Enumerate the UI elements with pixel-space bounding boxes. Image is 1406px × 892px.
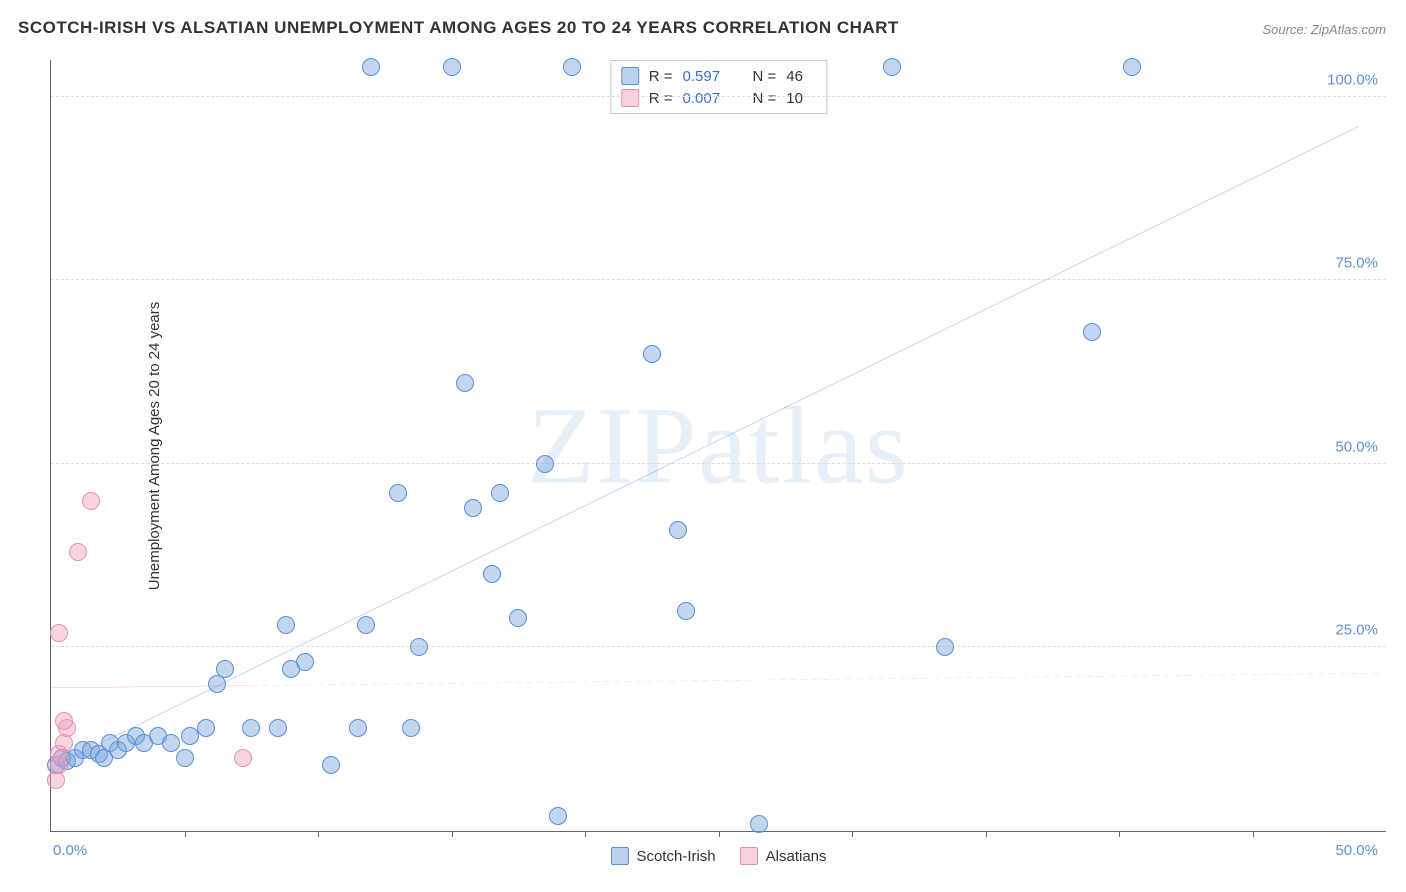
n-label: N =: [753, 68, 777, 85]
correlation-legend: R = 0.597 N = 46 R = 0.007 N = 10: [610, 60, 828, 114]
data-point: [389, 484, 407, 502]
data-point: [643, 345, 661, 363]
x-tick: [852, 831, 853, 837]
n-label: N =: [753, 90, 777, 107]
x-tick: [185, 831, 186, 837]
legend-item-alsatians: Alsatians: [740, 847, 827, 865]
data-point: [349, 719, 367, 737]
data-point: [456, 374, 474, 392]
data-point: [750, 815, 768, 833]
data-point: [483, 565, 501, 583]
data-point: [362, 58, 380, 76]
data-point: [464, 499, 482, 517]
source-label: Source: ZipAtlas.com: [1262, 22, 1386, 37]
data-point: [50, 624, 68, 642]
n-value-scotch-irish: 46: [786, 68, 816, 85]
data-point: [197, 719, 215, 737]
n-value-alsatians: 10: [786, 90, 816, 107]
data-point: [536, 455, 554, 473]
swatch-blue-icon: [621, 67, 639, 85]
data-point: [669, 521, 687, 539]
x-tick: [1253, 831, 1254, 837]
data-point: [242, 719, 260, 737]
x-tick: [1119, 831, 1120, 837]
x-tick-min: 0.0%: [53, 842, 87, 859]
data-point: [357, 616, 375, 634]
data-point: [1123, 58, 1141, 76]
data-point: [55, 712, 73, 730]
chart-title: SCOTCH-IRISH VS ALSATIAN UNEMPLOYMENT AM…: [18, 18, 899, 38]
legend-item-scotch-irish: Scotch-Irish: [610, 847, 715, 865]
data-point: [234, 749, 252, 767]
swatch-pink-icon: [740, 847, 758, 865]
x-tick: [719, 831, 720, 837]
r-label: R =: [649, 90, 673, 107]
swatch-blue-icon: [610, 847, 628, 865]
data-point: [443, 58, 461, 76]
gridline-h: [51, 279, 1386, 280]
r-label: R =: [649, 68, 673, 85]
x-tick: [986, 831, 987, 837]
data-point: [491, 484, 509, 502]
data-point: [677, 602, 695, 620]
data-point: [563, 58, 581, 76]
legend-label-scotch-irish: Scotch-Irish: [636, 848, 715, 865]
series-legend: Scotch-Irish Alsatians: [610, 847, 826, 865]
r-value-scotch-irish: 0.597: [683, 68, 733, 85]
plot-area: ZIPatlas R = 0.597 N = 46 R = 0.007 N = …: [50, 60, 1386, 832]
y-tick-label: 50.0%: [1335, 438, 1378, 455]
data-point: [402, 719, 420, 737]
data-point: [176, 749, 194, 767]
gridline-h: [51, 96, 1386, 97]
trend-lines: [51, 60, 1386, 831]
data-point: [269, 719, 287, 737]
y-tick-label: 100.0%: [1327, 71, 1378, 88]
data-point: [162, 734, 180, 752]
data-point: [322, 756, 340, 774]
legend-row-scotch-irish: R = 0.597 N = 46: [621, 65, 817, 87]
data-point: [82, 492, 100, 510]
swatch-pink-icon: [621, 89, 639, 107]
y-tick-label: 75.0%: [1335, 255, 1378, 272]
x-tick-max: 50.0%: [1335, 842, 1378, 859]
x-tick: [585, 831, 586, 837]
data-point: [936, 638, 954, 656]
data-point: [509, 609, 527, 627]
data-point: [296, 653, 314, 671]
gridline-h: [51, 646, 1386, 647]
gridline-h: [51, 463, 1386, 464]
data-point: [277, 616, 295, 634]
data-point: [216, 660, 234, 678]
y-tick-label: 25.0%: [1335, 622, 1378, 639]
data-point: [410, 638, 428, 656]
data-point: [69, 543, 87, 561]
r-value-alsatians: 0.007: [683, 90, 733, 107]
x-tick: [318, 831, 319, 837]
watermark: ZIPatlas: [527, 382, 910, 509]
x-tick: [452, 831, 453, 837]
data-point: [883, 58, 901, 76]
data-point: [1083, 323, 1101, 341]
data-point: [549, 807, 567, 825]
legend-row-alsatians: R = 0.007 N = 10: [621, 87, 817, 109]
legend-label-alsatians: Alsatians: [766, 848, 827, 865]
